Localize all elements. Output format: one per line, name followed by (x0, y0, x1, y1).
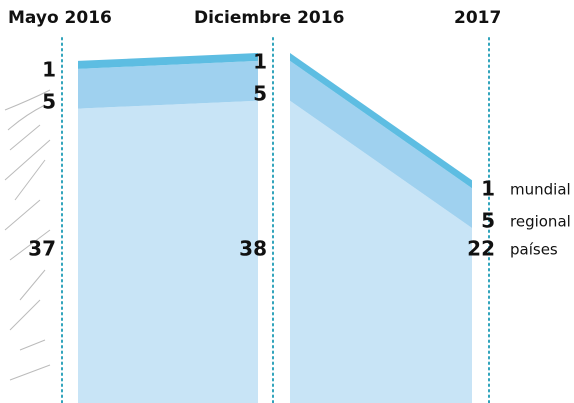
area-segment (290, 100, 472, 403)
sketch-decoration (4, 89, 51, 381)
value-label: 5 (481, 209, 495, 233)
value-label: 5 (253, 81, 267, 105)
value-label: 5 (42, 89, 56, 113)
value-label: 1 (253, 49, 267, 73)
area-segment (78, 60, 258, 109)
value-label: 37 (28, 237, 56, 261)
area-segment (290, 60, 472, 228)
category-label: Diciembre 2016 (194, 8, 344, 28)
area-segment (78, 52, 258, 69)
series-name: mundial (510, 181, 571, 199)
category-label: 2017 (454, 8, 501, 28)
value-label: 22 (467, 237, 495, 261)
value-label: 1 (481, 177, 495, 201)
series-name: países (510, 241, 558, 259)
area-segment (290, 52, 472, 189)
series-name: regional (510, 213, 571, 231)
value-label: 38 (239, 237, 267, 261)
area-segment (78, 100, 258, 403)
value-label: 1 (42, 57, 56, 81)
category-label: Mayo 2016 (8, 8, 112, 28)
